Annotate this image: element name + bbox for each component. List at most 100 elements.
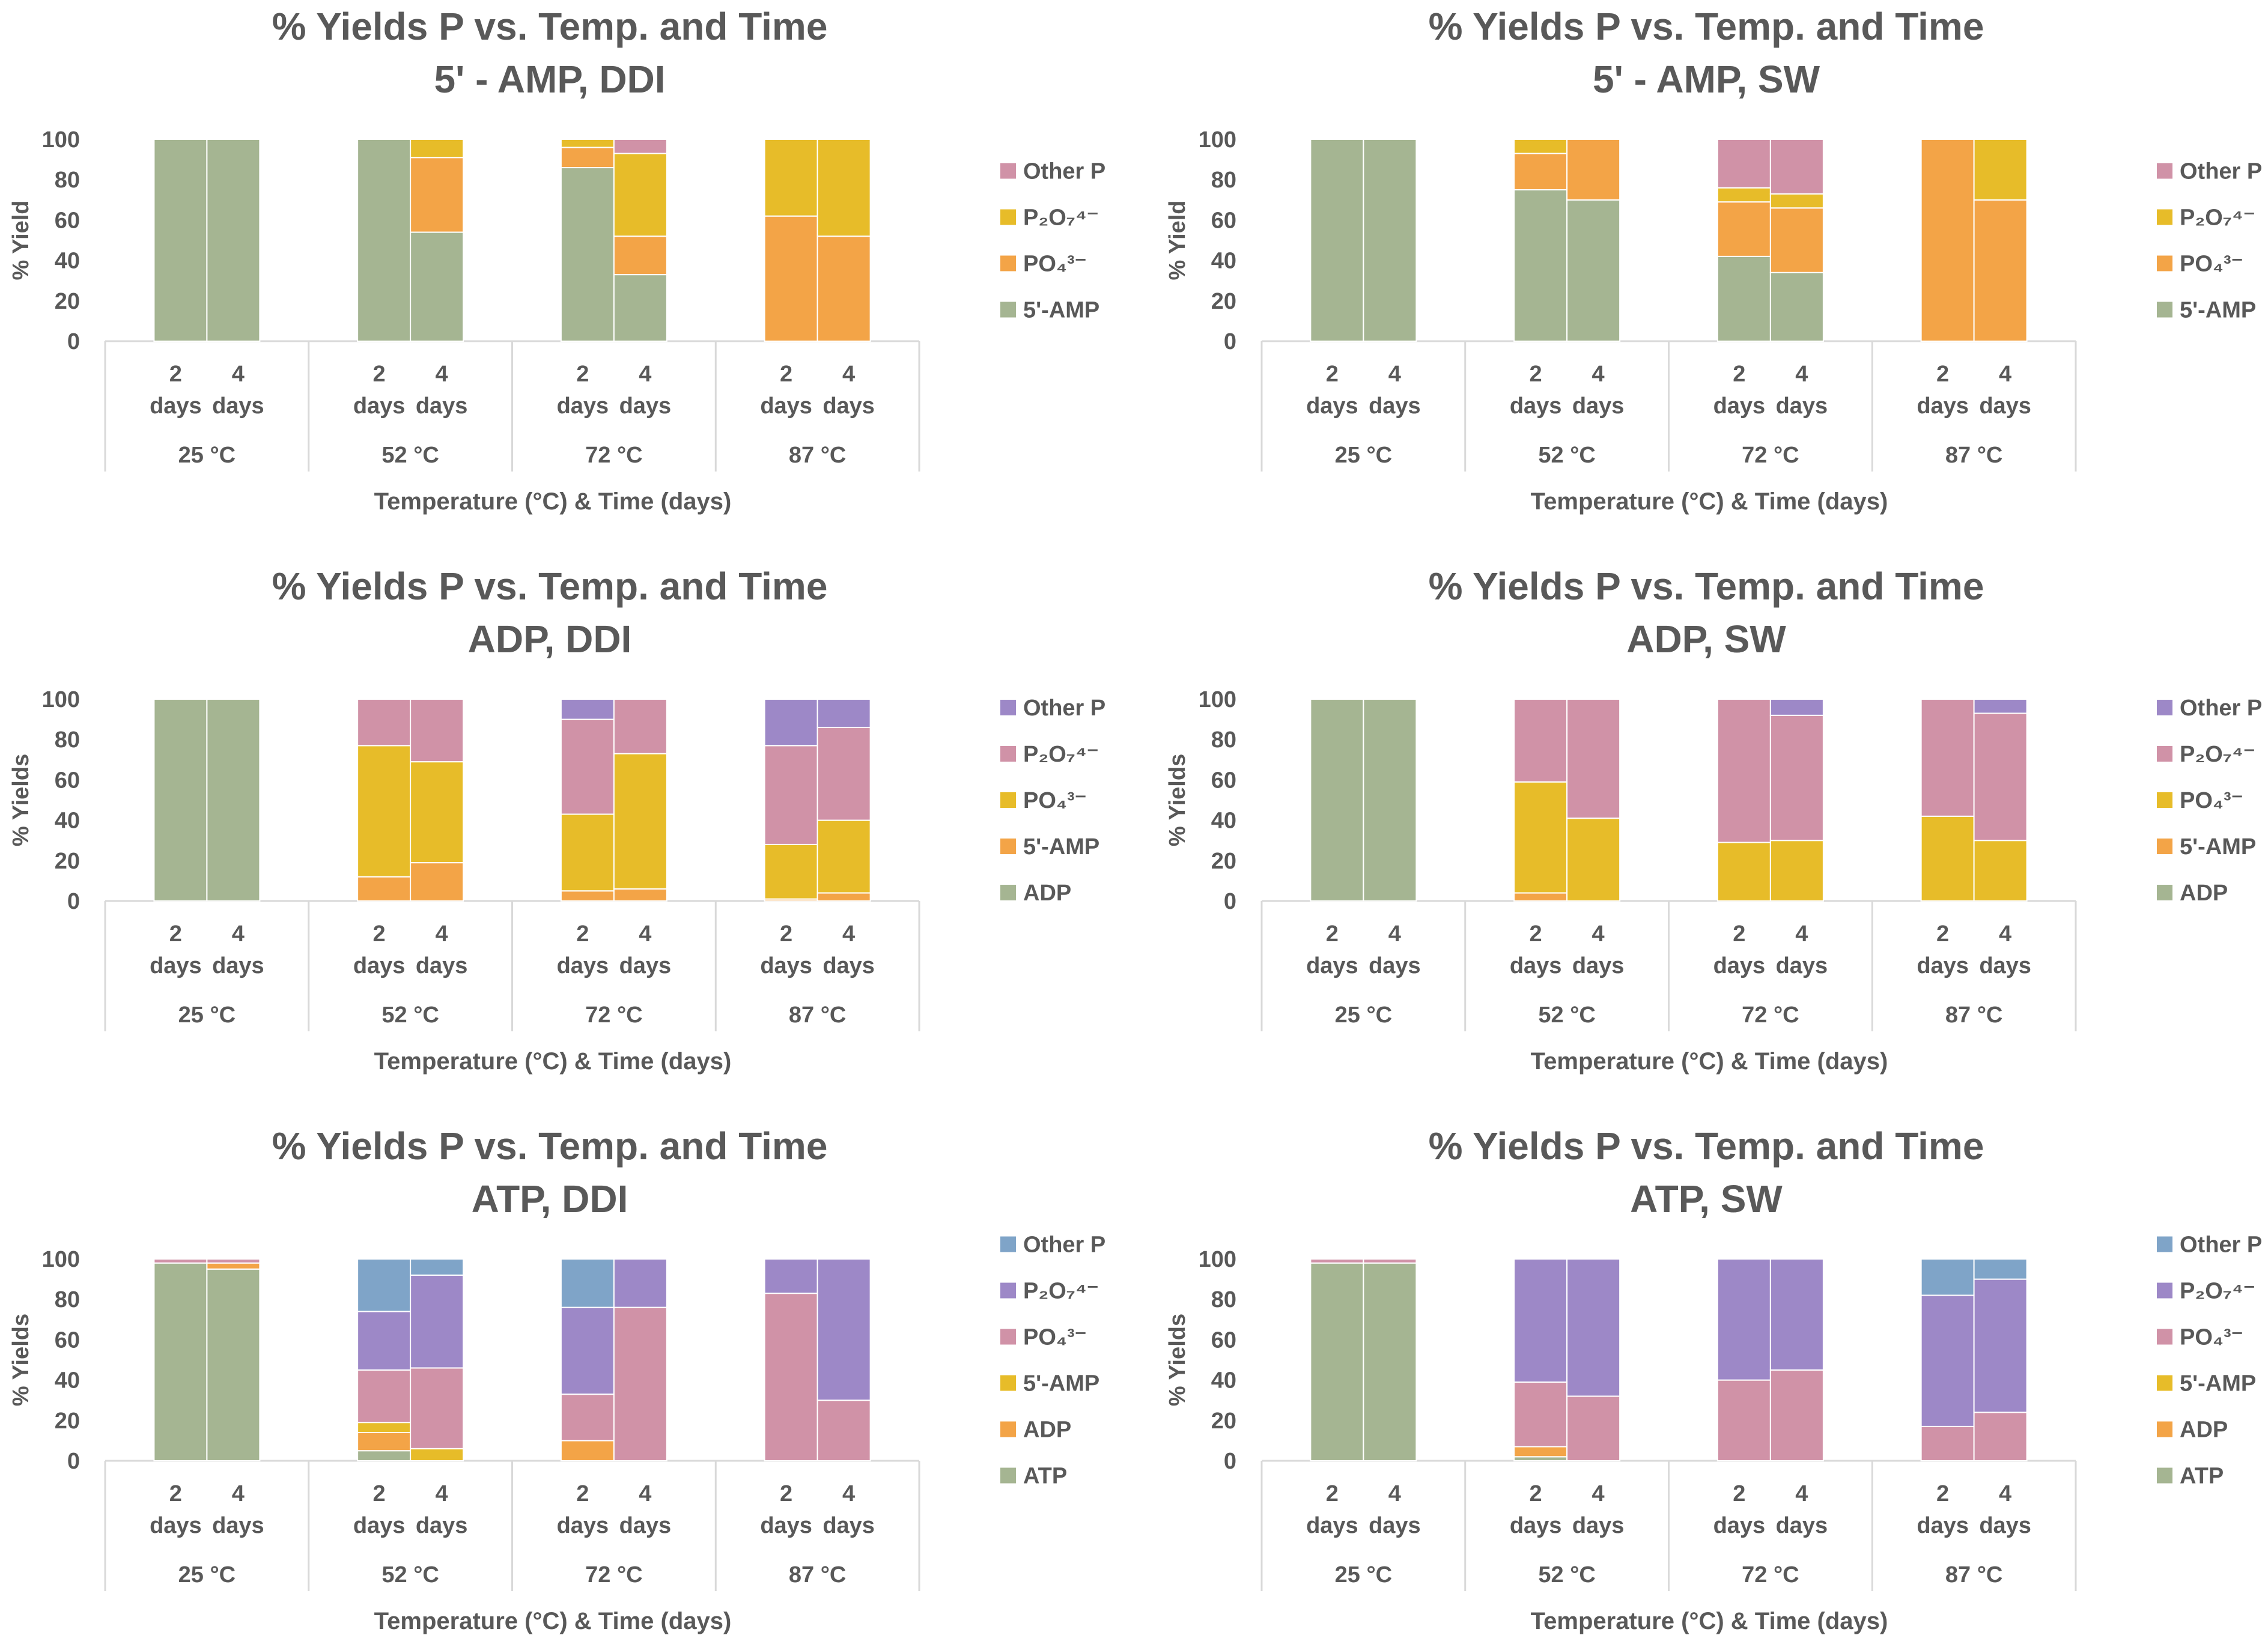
bar-segment-4-3 xyxy=(410,1274,464,1369)
x-group-label: 52 °C xyxy=(382,443,439,468)
x-subcategory-number: 2 xyxy=(373,921,386,947)
y-axis-label: % Yields xyxy=(8,1314,34,1406)
legend-swatch-4 xyxy=(1000,700,1016,715)
x-subcategory-number: 4 xyxy=(1999,362,2011,387)
bar-segment-1-1 xyxy=(206,1262,261,1270)
x-axis-label: Temperature (°C) & Time (days) xyxy=(1531,488,1888,515)
bar-segment-5-3 xyxy=(410,1258,464,1276)
y-tick-label: 100 xyxy=(1199,687,1236,712)
legend-label-3: PO₄³⁻ xyxy=(2180,1325,2243,1350)
legend-swatch-3 xyxy=(1000,746,1016,762)
legend-label-1: ADP xyxy=(1023,1418,1071,1443)
x-subcategory-unit: days xyxy=(1369,1513,1421,1538)
x-subcategory-unit: days xyxy=(1306,953,1358,978)
bar-segment-2-4 xyxy=(1716,187,1771,203)
bar-segment-0-2 xyxy=(1513,189,1568,342)
legend-swatch-0 xyxy=(1000,302,1016,318)
chart-panel-4: % Yields P vs. Temp. and Time ATP, DDI % Y… xyxy=(8,1124,1105,1634)
legend-swatch-0 xyxy=(1000,885,1016,900)
x-group-label: 52 °C xyxy=(382,1002,439,1028)
bar-segment-1-5 xyxy=(1769,207,1824,273)
y-tick-label: 60 xyxy=(55,208,80,233)
bar-segment-0-1 xyxy=(206,1268,261,1462)
bar-segment-2-7 xyxy=(1973,139,2028,201)
x-subcategory-number: 2 xyxy=(169,921,182,947)
bar-segment-4-4 xyxy=(1716,1258,1771,1381)
x-subcategory-number: 4 xyxy=(232,362,245,387)
legend-label-1: 5'-AMP xyxy=(1023,834,1099,860)
bar-segment-1-6 xyxy=(1920,139,1975,342)
x-subcategory-number: 2 xyxy=(1326,1481,1339,1506)
bar-segment-4-4 xyxy=(560,1306,615,1395)
chart-panel-3: % Yields P vs. Temp. and Time ADP, SW % Yi… xyxy=(1165,565,2262,1075)
bar-segment-2-5 xyxy=(1769,193,1824,209)
x-subcategory-unit: days xyxy=(1306,1513,1358,1538)
x-group-label: 72 °C xyxy=(1742,443,1799,468)
bar-segment-3-5 xyxy=(613,699,667,754)
bar-segment-5-2 xyxy=(357,1258,412,1312)
x-subcategory-unit: days xyxy=(760,1513,812,1538)
bar-segment-1-7 xyxy=(816,235,871,342)
bar-segment-2-5 xyxy=(613,753,667,890)
x-subcategory-number: 4 xyxy=(639,362,651,387)
y-tick-label: 80 xyxy=(55,1287,80,1312)
x-subcategory-number: 2 xyxy=(1326,362,1339,387)
legend-label-3: Other P xyxy=(2180,159,2262,184)
y-tick-label: 60 xyxy=(1211,1327,1236,1353)
legend-swatch-0 xyxy=(2157,885,2172,900)
legend-swatch-1 xyxy=(1000,839,1016,854)
x-group-label: 25 °C xyxy=(178,443,236,468)
chart-panel-1: % Yields P vs. Temp. and Time 5' - AMP, S… xyxy=(1165,5,2262,515)
bar-segment-1-5 xyxy=(613,888,667,902)
legend-label-4: Other P xyxy=(1023,696,1105,721)
x-subcategory-number: 2 xyxy=(1733,1481,1745,1506)
bar-segment-4-7 xyxy=(1973,1278,2028,1413)
x-subcategory-unit: days xyxy=(416,953,468,978)
y-axis-label: % Yield xyxy=(8,200,34,280)
bar-segment-1-4 xyxy=(560,890,615,902)
bar-segment-3-1 xyxy=(1363,1258,1417,1264)
x-group-label: 25 °C xyxy=(1335,1002,1392,1028)
bar-segment-3-6 xyxy=(1920,1425,1975,1462)
legend-label-1: PO₄³⁻ xyxy=(1023,252,1087,277)
bar-segment-4-7 xyxy=(816,1258,871,1401)
bar-segment-3-0 xyxy=(153,1258,208,1264)
y-tick-label: 80 xyxy=(1211,727,1236,753)
legend-label-4: P₂O₇⁴⁻ xyxy=(1023,1279,1099,1304)
bar-segment-2-2 xyxy=(357,745,412,878)
bar-segment-3-5 xyxy=(1769,139,1824,195)
x-subcategory-number: 2 xyxy=(780,1481,792,1506)
x-axis-label: Temperature (°C) & Time (days) xyxy=(374,1608,732,1634)
x-subcategory-unit: days xyxy=(1572,393,1625,419)
bar-segment-2-6 xyxy=(764,139,818,217)
y-tick-label: 60 xyxy=(1211,768,1236,793)
legend-label-1: PO₄³⁻ xyxy=(2180,252,2243,277)
y-axis-label: % Yields xyxy=(8,754,34,846)
chart-subtitle: ADP, SW xyxy=(1626,617,1786,661)
x-subcategory-unit: days xyxy=(1979,393,2031,419)
x-subcategory-number: 2 xyxy=(576,1481,589,1506)
legend-label-5: Other P xyxy=(2180,1233,2262,1258)
chart-subtitle: ADP, DDI xyxy=(468,617,632,661)
legend-swatch-5 xyxy=(1000,1236,1016,1252)
x-group-label: 25 °C xyxy=(178,1562,236,1588)
x-subcategory-number: 4 xyxy=(232,921,245,947)
bar-segment-4-6 xyxy=(764,699,818,747)
bar-segment-0-0 xyxy=(153,699,208,902)
y-tick-label: 100 xyxy=(42,127,80,153)
bar-segment-3-4 xyxy=(1716,699,1771,843)
x-subcategory-unit: days xyxy=(212,953,264,978)
x-subcategory-number: 4 xyxy=(1999,921,2011,947)
x-axis-label: Temperature (°C) & Time (days) xyxy=(374,488,732,515)
x-subcategory-number: 4 xyxy=(1388,921,1401,947)
x-group-label: 87 °C xyxy=(1945,1002,2002,1028)
bar-segment-3-3 xyxy=(1566,1395,1621,1462)
legend-swatch-2 xyxy=(2157,1375,2172,1391)
x-group-label: 72 °C xyxy=(585,443,642,468)
x-subcategory-unit: days xyxy=(1510,953,1562,978)
y-tick-label: 0 xyxy=(67,329,80,354)
bar-segment-3-6 xyxy=(764,745,818,845)
x-subcategory-unit: days xyxy=(822,393,875,419)
bar-segment-3-5 xyxy=(613,1306,667,1462)
y-axis-label: % Yield xyxy=(1165,200,1190,280)
